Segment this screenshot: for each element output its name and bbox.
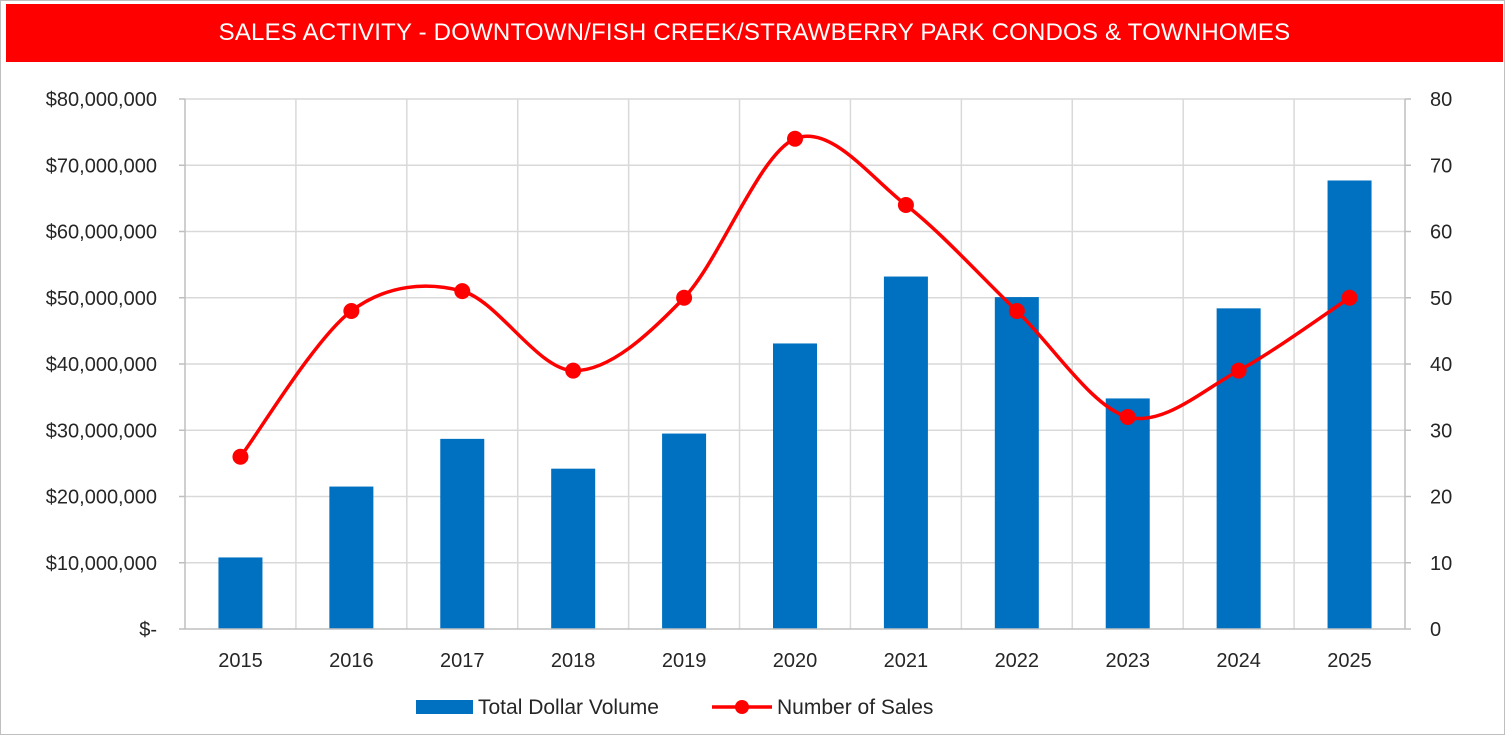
bar-2016 — [329, 486, 374, 629]
legend-bar-swatch — [416, 700, 473, 714]
sales-point-2023 — [1119, 409, 1136, 425]
chart-title: SALES ACTIVITY - DOWNTOWN/FISH CREEK/STR… — [6, 4, 1503, 62]
right-axis-label: 0 — [1430, 619, 1441, 641]
left-axis-label: $20,000,000 — [46, 487, 157, 509]
left-axis-label: $70,000,000 — [46, 155, 157, 177]
left-axis-label: $60,000,000 — [46, 222, 157, 244]
bar-2024 — [1216, 308, 1261, 629]
bar-2023 — [1105, 398, 1150, 629]
right-axis-label: 50 — [1430, 288, 1452, 310]
left-axis-label: $80,000,000 — [46, 89, 157, 111]
sales-point-2016 — [343, 303, 360, 319]
legend-label-volume: Total Dollar Volume — [478, 696, 659, 719]
legend-marker — [735, 700, 749, 714]
x-axis-label: 2023 — [1105, 650, 1150, 672]
x-axis-label: 2019 — [662, 650, 707, 672]
sales-point-2025 — [1341, 289, 1358, 306]
x-axis-label: 2024 — [1216, 650, 1261, 672]
right-axis-label: 70 — [1430, 155, 1452, 177]
right-axis-label: 40 — [1430, 354, 1452, 376]
axes — [179, 98, 1411, 630]
x-axis-label: 2020 — [773, 650, 818, 672]
sales-point-2019 — [676, 289, 693, 306]
x-axis-label: 2022 — [995, 650, 1040, 672]
x-axis-label: 2016 — [329, 650, 374, 672]
x-axis-label: 2021 — [884, 650, 929, 672]
bar-2015 — [218, 557, 263, 629]
sales-point-2024 — [1230, 362, 1247, 379]
legend-label-sales: Number of Sales — [777, 696, 933, 719]
sales-point-2022 — [1008, 303, 1025, 319]
bar-2021 — [883, 276, 928, 629]
sales-point-2015 — [232, 448, 249, 465]
x-axis-label: 2015 — [218, 650, 263, 672]
right-axis-label: 80 — [1430, 89, 1452, 111]
bar-2025 — [1327, 180, 1372, 630]
legend: Total Dollar Volume Number of Sales — [416, 696, 933, 719]
tick-labels: $- $10,000,000 $20,000,000 $30,000,000 $40,0… — [46, 89, 1452, 672]
x-axis-label: 2018 — [551, 650, 596, 672]
left-axis-label: $- — [139, 619, 157, 641]
right-axis-label: 20 — [1430, 487, 1452, 509]
left-axis-label: $30,000,000 — [46, 420, 157, 442]
right-axis-label: 60 — [1430, 222, 1452, 244]
bar-2017 — [440, 438, 485, 629]
bar-2022 — [994, 297, 1039, 629]
bars — [218, 180, 1372, 630]
sales-line — [232, 130, 1358, 465]
x-axis-label: 2025 — [1327, 650, 1372, 672]
sales-point-2020 — [787, 130, 803, 147]
bar-2019 — [662, 433, 707, 629]
sales-point-2018 — [565, 362, 582, 379]
left-axis-label: $50,000,000 — [46, 288, 157, 310]
x-axis-label: 2017 — [440, 650, 485, 672]
left-axis-label: $10,000,000 — [46, 553, 157, 575]
sales-point-2021 — [897, 197, 914, 213]
right-axis-label: 10 — [1430, 553, 1452, 575]
sales-point-2017 — [454, 283, 471, 300]
right-axis-label: 30 — [1430, 420, 1452, 442]
left-axis-label: $40,000,000 — [46, 354, 157, 376]
bar-2020 — [773, 343, 817, 629]
bar-2018 — [551, 468, 596, 629]
